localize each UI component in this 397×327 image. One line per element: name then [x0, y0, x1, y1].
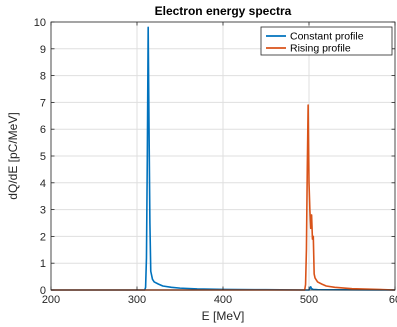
plot-area	[51, 26, 396, 291]
chart-title: Electron energy spectra	[155, 4, 292, 18]
y-axis-label: dQ/dE [pC/MeV]	[6, 112, 20, 199]
x-tick-label: 300	[128, 294, 146, 306]
y-tick-label: 9	[40, 44, 46, 56]
y-tick-label: 8	[40, 71, 46, 83]
y-tick-label: 3	[40, 205, 46, 217]
x-axis-label: E [MeV]	[202, 309, 245, 323]
y-axis: 0 1 2 3 4 5 6 7 8 9 10	[34, 17, 395, 297]
y-tick-label: 2	[40, 231, 46, 243]
y-tick-label: 1	[40, 258, 46, 270]
y-tick-label: 7	[40, 97, 46, 109]
x-tick-label: 500	[300, 294, 318, 306]
y-tick-label: 4	[40, 178, 46, 190]
y-tick-label: 10	[34, 17, 46, 29]
legend-entry: Rising profile	[290, 43, 351, 55]
legend-entry: Constant profile	[290, 31, 364, 43]
y-tick-label: 5	[40, 151, 46, 163]
x-tick-label: 400	[214, 294, 232, 306]
legend-box	[260, 26, 393, 56]
y-tick-label: 0	[40, 285, 46, 297]
series-line-2	[51, 104, 396, 291]
x-tick-label: 200	[42, 294, 60, 306]
series-line-1	[51, 26, 396, 291]
y-tick-label: 6	[40, 124, 46, 136]
x-tick-label: 60	[389, 294, 397, 306]
